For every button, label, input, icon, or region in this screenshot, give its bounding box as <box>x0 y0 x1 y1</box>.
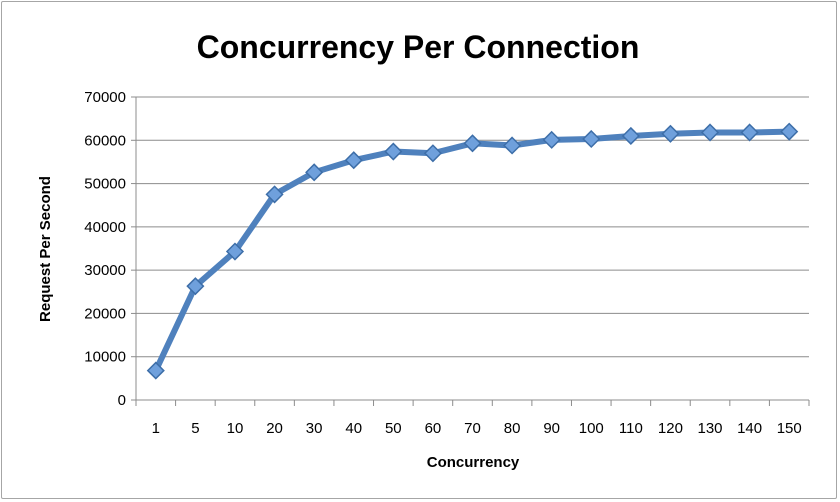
x-tick-label: 60 <box>425 420 442 437</box>
data-point-marker <box>542 130 561 149</box>
axes <box>135 97 810 406</box>
x-tick-label: 140 <box>737 420 762 437</box>
y-tick-label: 50000 <box>84 176 126 193</box>
data-point-marker <box>265 185 284 204</box>
x-tick-label: 20 <box>266 420 283 437</box>
x-tick-label: 150 <box>777 420 802 437</box>
x-tick-label: 120 <box>658 420 683 437</box>
data-point-marker <box>344 151 363 170</box>
y-tick-label: 30000 <box>84 262 126 279</box>
y-tick-label: 40000 <box>84 219 126 236</box>
x-tick-label: 40 <box>345 420 362 437</box>
data-point-marker <box>463 134 482 153</box>
data-point-marker <box>661 124 680 143</box>
x-tick-label: 5 <box>191 420 199 437</box>
y-tick-labels: 0 10000 20000 30000 40000 50000 60000 70000 <box>84 89 126 409</box>
x-tick-label: 10 <box>227 420 244 437</box>
data-point-marker <box>186 277 205 296</box>
y-tick-label: 0 <box>118 392 126 409</box>
y-tick-label: 10000 <box>84 349 126 366</box>
data-point-marker <box>305 163 324 182</box>
data-point-marker <box>423 144 442 163</box>
x-tick-label: 50 <box>385 420 402 437</box>
x-tick-labels: 1 5 10 20 30 40 50 60 70 80 90 100 110 120 130 140 150 <box>152 420 802 437</box>
y-tick-label: 70000 <box>84 89 126 106</box>
x-tick-label: 30 <box>306 420 323 437</box>
x-tick-label: 90 <box>543 420 560 437</box>
data-point-marker <box>225 242 245 261</box>
chart-title: Concurrency Per Connection <box>197 29 640 65</box>
x-tick-label: 110 <box>619 420 643 437</box>
data-point-marker <box>621 126 640 146</box>
series-layer <box>146 122 799 380</box>
x-tick-label: 1 <box>152 420 160 437</box>
data-point-marker <box>503 136 522 155</box>
y-axis-title: Request Per Second <box>37 176 54 322</box>
x-axis-title: Concurrency <box>427 454 520 471</box>
data-point-marker <box>740 123 759 142</box>
x-tick-label: 80 <box>504 420 521 437</box>
data-point-marker <box>780 122 799 141</box>
x-tick-label: 130 <box>698 420 723 437</box>
gridlines <box>131 96 809 401</box>
series-line <box>152 128 793 374</box>
data-point-marker <box>582 129 601 149</box>
data-point-marker <box>146 361 165 380</box>
data-point-marker <box>700 123 720 142</box>
x-tick-label: 70 <box>464 420 481 437</box>
x-tick-label: 100 <box>579 420 604 437</box>
y-tick-label: 60000 <box>84 132 126 149</box>
y-tick-label: 20000 <box>84 305 126 322</box>
data-point-marker <box>384 142 403 161</box>
